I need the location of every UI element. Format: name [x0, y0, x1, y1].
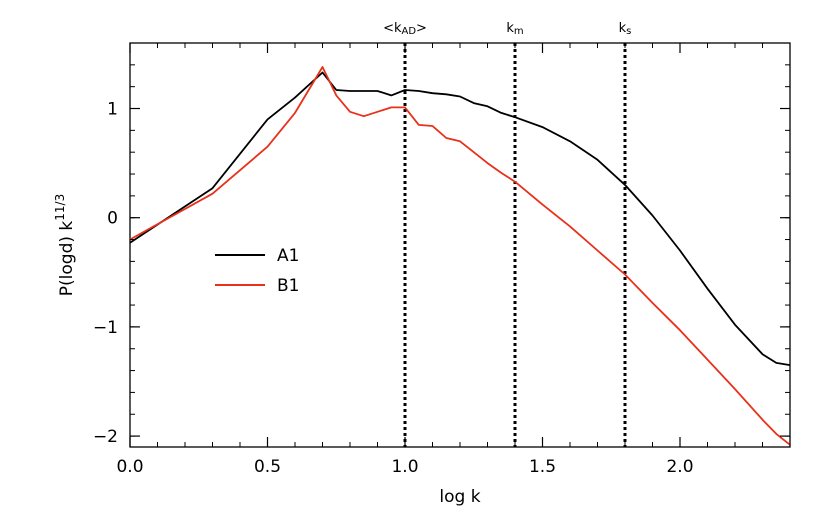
- reference-line-label-sub: m: [514, 26, 524, 37]
- reference-line-label-main: <k: [383, 21, 402, 36]
- y-tick-label: 1: [107, 100, 118, 120]
- reference-line-label-main: k: [506, 21, 514, 36]
- reference-line-label-2: ks: [619, 21, 632, 37]
- series-line-a1: [129, 71, 791, 366]
- reference-line-label-1: km: [506, 21, 523, 37]
- x-tick-label: 0.0: [116, 457, 143, 477]
- x-axis-label: log k: [439, 487, 480, 507]
- x-tick-label: 2.0: [666, 457, 693, 477]
- reference-line-labels: <kAD> km ks: [383, 21, 631, 37]
- axis-ticks: 0.0 0.5 1.0 1.5 2.0 −2 −1 0 1: [93, 43, 791, 477]
- series-line-b1: [129, 66, 791, 446]
- legend-label-a1: A1: [277, 246, 299, 266]
- y-tick-label: 0: [107, 209, 118, 229]
- y-axis-label-main: P(logd) k: [57, 221, 77, 297]
- series-group: [129, 66, 791, 446]
- reference-line-label-sub: AD: [401, 26, 416, 37]
- y-tick-label: −2: [93, 427, 118, 447]
- y-axis-label: P(logd) k11/3: [53, 194, 77, 296]
- svg-text:P(logd) k11/3: P(logd) k11/3: [53, 194, 77, 296]
- x-tick-label: 1.5: [529, 457, 556, 477]
- reference-line-label-sub: s: [626, 26, 631, 37]
- y-axis-label-superscript: 11/3: [53, 194, 67, 221]
- reference-line-label-main: k: [619, 21, 627, 36]
- reference-line-label-end: >: [416, 21, 427, 36]
- legend-label-b1: B1: [277, 276, 299, 296]
- x-tick-label: 1.0: [391, 457, 418, 477]
- reference-line-label-0: <kAD>: [383, 21, 427, 37]
- reference-lines: [403, 43, 627, 447]
- x-tick-label: 0.5: [254, 457, 281, 477]
- plot-frame: [129, 42, 791, 448]
- y-tick-label: −1: [93, 318, 118, 338]
- legend: A1 B1: [215, 246, 299, 296]
